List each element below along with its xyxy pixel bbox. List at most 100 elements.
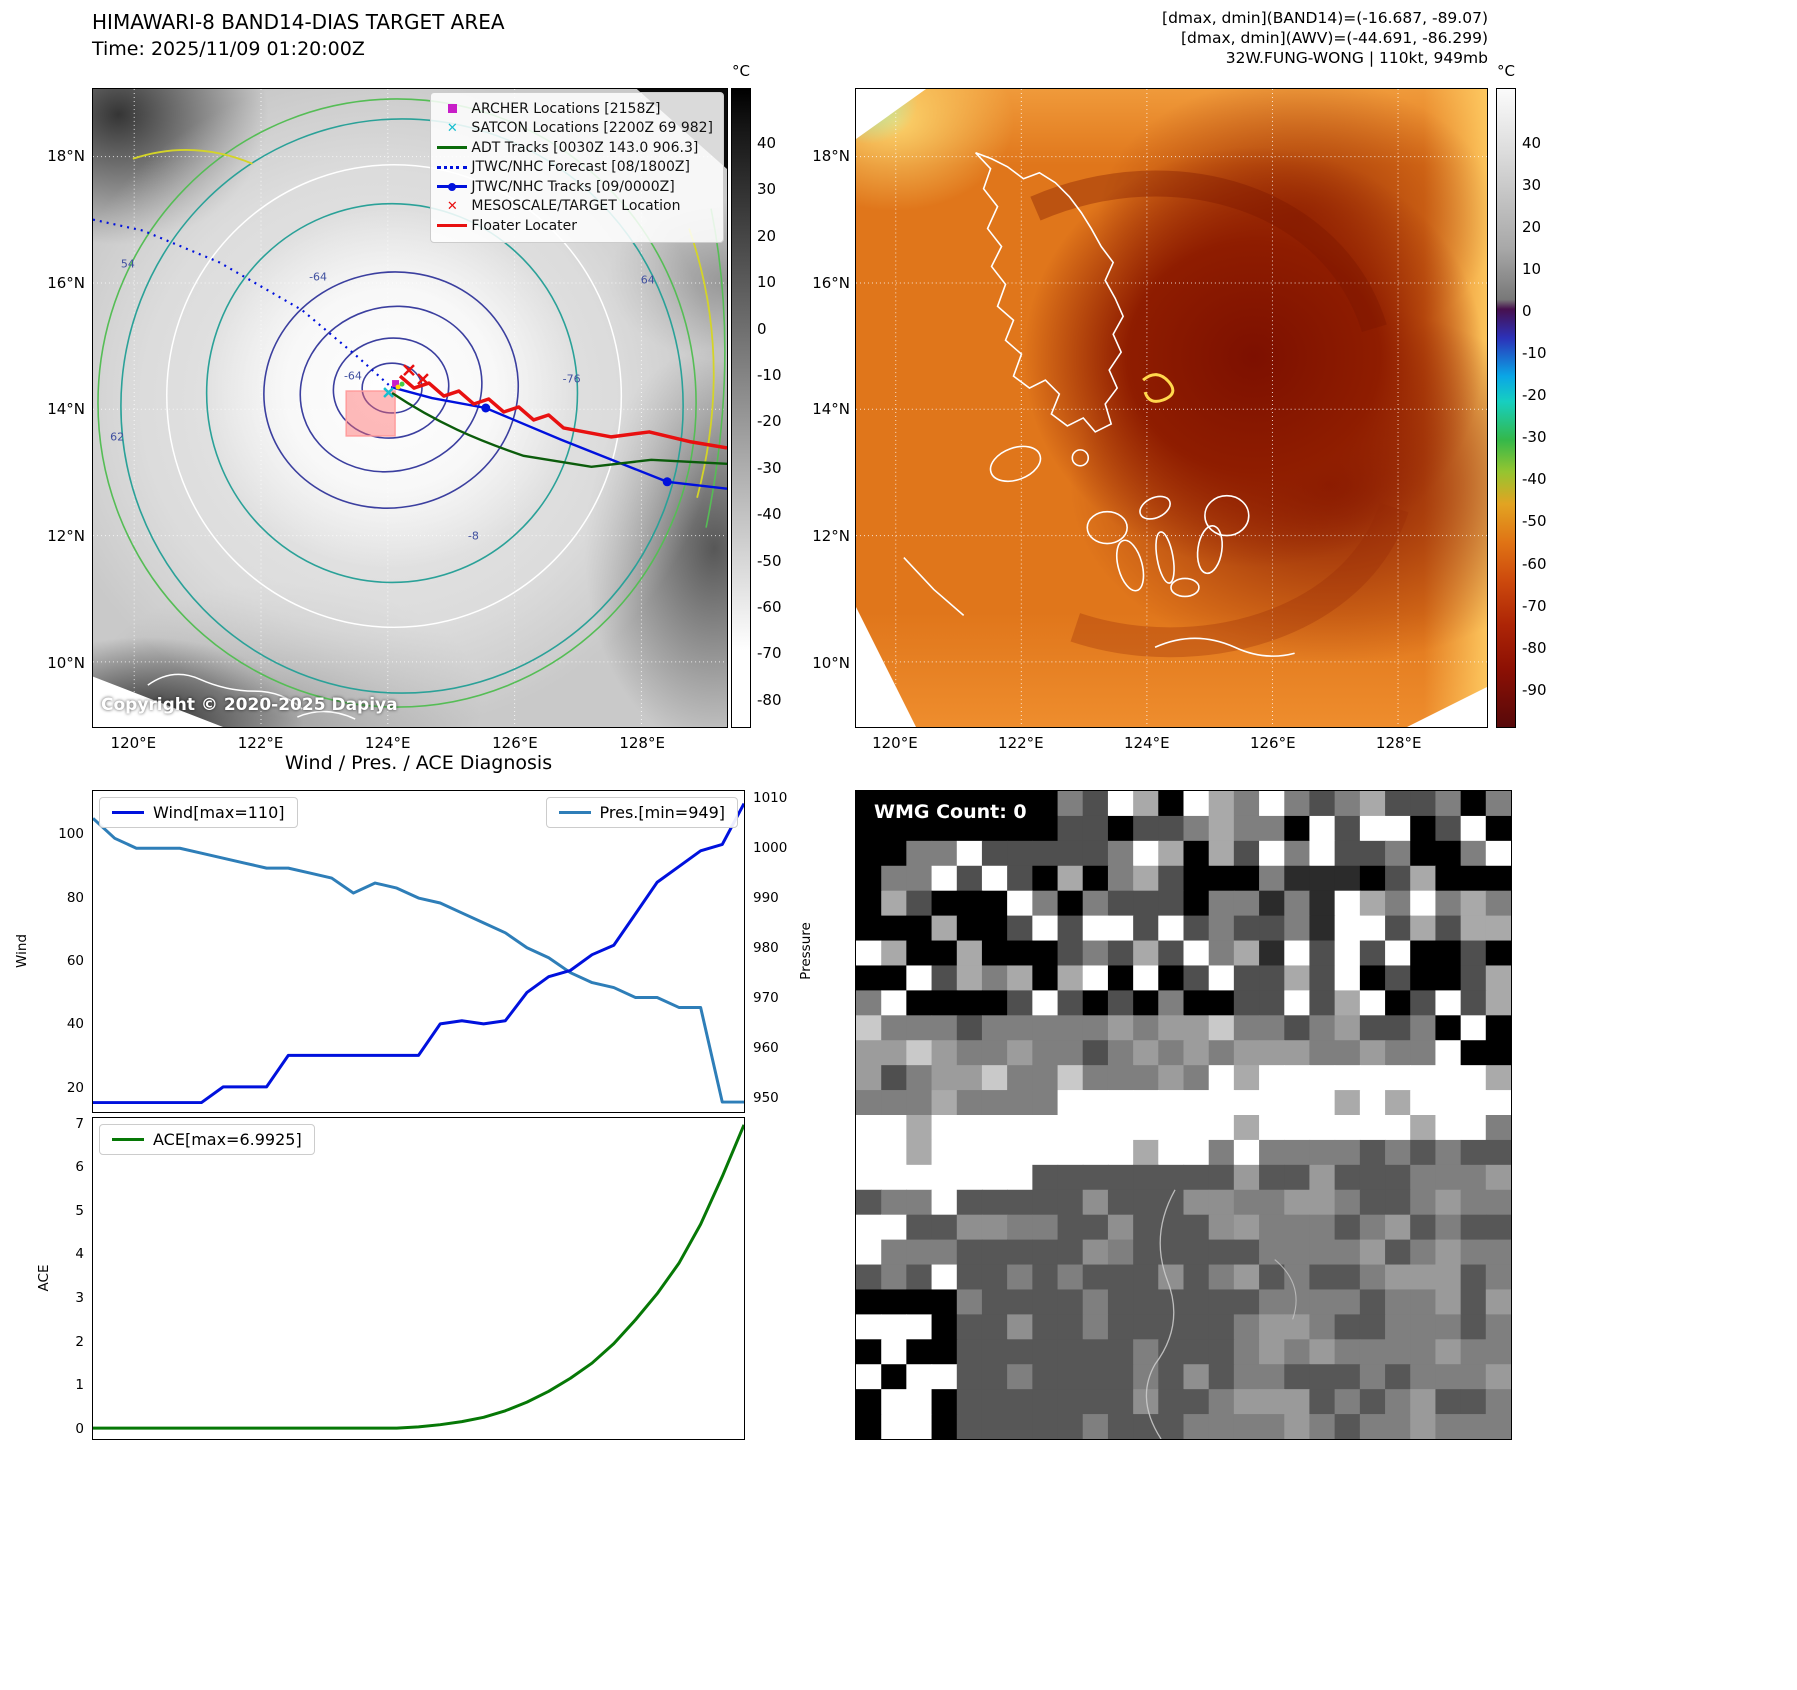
awv-lon-ticks: 120°E 122°E 124°E 126°E 128°E <box>855 734 1488 756</box>
axis-tick-label: -10 <box>757 366 782 385</box>
axis-tick-label: 128°E <box>1375 734 1422 752</box>
axis-tick-label: 10 <box>757 273 777 292</box>
axis-tick-label: 990 <box>753 889 779 906</box>
axis-tick-label: 122°E <box>998 734 1044 752</box>
axis-tick-label: 960 <box>753 1039 779 1056</box>
axis-tick-label: 40 <box>757 134 777 153</box>
axis-tick-label: 14°N <box>47 400 85 419</box>
legend-item: ✕ MESOSCALE/TARGET Location <box>433 197 713 217</box>
jtwc-forecast-track <box>93 218 392 388</box>
ace-plot <box>93 1124 744 1430</box>
axis-tick-label: 40 <box>1522 134 1542 153</box>
line-marker-icon <box>433 146 471 150</box>
axis-tick-label: 16°N <box>812 273 850 292</box>
target-area-box <box>345 390 396 437</box>
band14-lat-ticks: 18°N 16°N 14°N 12°N 10°N <box>0 88 85 728</box>
data-series-line <box>93 1124 744 1430</box>
contour-label-layer: 54 -64 -64 -76 64 62 -8 <box>93 89 727 727</box>
axis-tick-label: 120°E <box>110 734 157 752</box>
contour-rings <box>97 98 726 708</box>
data-series-line <box>93 817 744 1104</box>
colorbar-unit: °C <box>1497 62 1515 80</box>
axis-tick-label: 970 <box>753 989 779 1006</box>
axis-tick-label: 14°N <box>812 400 850 419</box>
line-dot-marker-icon <box>433 182 471 191</box>
legend-item: JTWC/NHC Forecast [08/1800Z] <box>433 158 713 178</box>
wind-pressure-chart: Wind[max=110] Pres.[min=949] <box>92 790 745 1113</box>
coastline <box>903 152 1295 657</box>
band14-overlay <box>93 89 727 727</box>
square-marker-icon <box>433 104 471 114</box>
axis-tick-label: 126°E <box>492 734 538 752</box>
jtwc-track <box>390 385 727 490</box>
axis-tick-label: 124°E <box>364 734 411 752</box>
band14-lon-ticks: 120°E 122°E 124°E 126°E 128°E <box>92 734 728 756</box>
wind-legend-line <box>112 811 144 814</box>
axis-tick-label: 80 <box>66 889 84 906</box>
legend-label: JTWC/NHC Tracks [09/0000Z] <box>471 178 675 195</box>
legend-item: ARCHER Locations [2158Z] <box>433 99 713 119</box>
axis-tick-label: 10°N <box>47 653 85 672</box>
axis-tick-label: 0 <box>1522 302 1532 321</box>
axis-tick-label: 10 <box>1522 260 1542 279</box>
axis-tick-label: -60 <box>1522 554 1547 573</box>
grid-lines <box>856 89 1487 727</box>
band14-time: Time: 2025/11/09 01:20:00Z <box>92 38 365 60</box>
axis-tick-label: 40 <box>66 1016 84 1033</box>
axis-tick-label: 128°E <box>619 734 665 752</box>
axis-tick-label: 980 <box>753 939 779 956</box>
storm-id-intensity: 32W.FUNG-WONG | 110kt, 949mb <box>1225 49 1488 67</box>
eye-pixel <box>395 384 401 390</box>
axis-tick-label: -80 <box>757 690 782 709</box>
wind-legend-label: Wind[max=110] <box>153 803 285 822</box>
axis-tick-label: 3 <box>75 1290 84 1307</box>
axis-tick-label: 2 <box>75 1333 84 1350</box>
band14-map: 54 -64 -64 -76 64 62 -8 ARCHER Locations [2158… <box>92 88 728 728</box>
wind-pressure-plot <box>93 802 744 1105</box>
ace-legend-line <box>112 1138 144 1141</box>
legend-item: JTWC/NHC Tracks [09/0000Z] <box>433 177 713 197</box>
axis-tick-label: 0 <box>75 1421 84 1438</box>
eye-feature <box>1142 373 1175 403</box>
axis-tick-label: 6 <box>75 1159 84 1176</box>
pressure-axis-label: Pressure <box>798 922 814 980</box>
adt-track <box>391 392 727 469</box>
awv-colorbar-ticks: 40 30 20 10 0 -10 -20 -30 -40 -50 -60 -70 -80 -90 <box>1522 88 1568 728</box>
satcon-marker <box>383 387 394 398</box>
legend-label: SATCON Locations [2200Z 69 982] <box>471 120 713 137</box>
axis-tick-label: 60 <box>66 953 84 969</box>
ace-legend-label: ACE[max=6.9925] <box>153 1130 302 1149</box>
contour-value-label: 62 <box>110 430 125 444</box>
legend-item: Floater Locater <box>433 216 713 236</box>
coastline <box>147 673 356 720</box>
axis-tick-label: 1 <box>75 1377 84 1394</box>
axis-tick-label: -80 <box>1522 638 1547 657</box>
axis-tick-label: 124°E <box>1124 734 1170 752</box>
axis-tick-label: 4 <box>75 1246 84 1263</box>
axis-tick-label: 16°N <box>47 273 85 292</box>
axis-tick-label: -70 <box>1522 596 1547 615</box>
axis-tick-label: 18°N <box>812 146 850 165</box>
axis-tick-label: 5 <box>75 1202 84 1219</box>
axis-tick-label: 122°E <box>237 734 284 752</box>
axis-tick-label: -70 <box>757 644 782 663</box>
pressure-legend-label: Pres.[min=949] <box>599 803 725 822</box>
diagnosis-title: Wind / Pres. / ACE Diagnosis <box>284 752 553 774</box>
contour-value-label: -8 <box>467 529 479 543</box>
axis-tick-label: 12°N <box>812 527 850 545</box>
axis-tick-label: -40 <box>1522 470 1547 489</box>
x-marker-icon: ✕ <box>446 120 458 136</box>
axis-tick-label: 20 <box>1522 218 1542 237</box>
contour-value-label: 64 <box>640 273 655 287</box>
axis-tick-label: 20 <box>66 1079 84 1096</box>
mesoscale-target-marker <box>403 364 429 385</box>
awv-satellite-image <box>856 89 1487 727</box>
wind-axis-ticks: 20 40 60 80 100 <box>36 790 84 1113</box>
band14-colorbar-ticks: 40 30 20 10 0 -10 -20 -30 -40 -50 -60 -70 -80 <box>757 88 801 728</box>
axis-tick-label: 950 <box>753 1089 779 1106</box>
line-marker-icon <box>433 224 471 228</box>
awv-map <box>855 88 1488 728</box>
axis-tick-label: 100 <box>58 826 84 843</box>
legend-label: JTWC/NHC Forecast [08/1800Z] <box>471 159 690 176</box>
axis-tick-label: 30 <box>757 180 777 199</box>
